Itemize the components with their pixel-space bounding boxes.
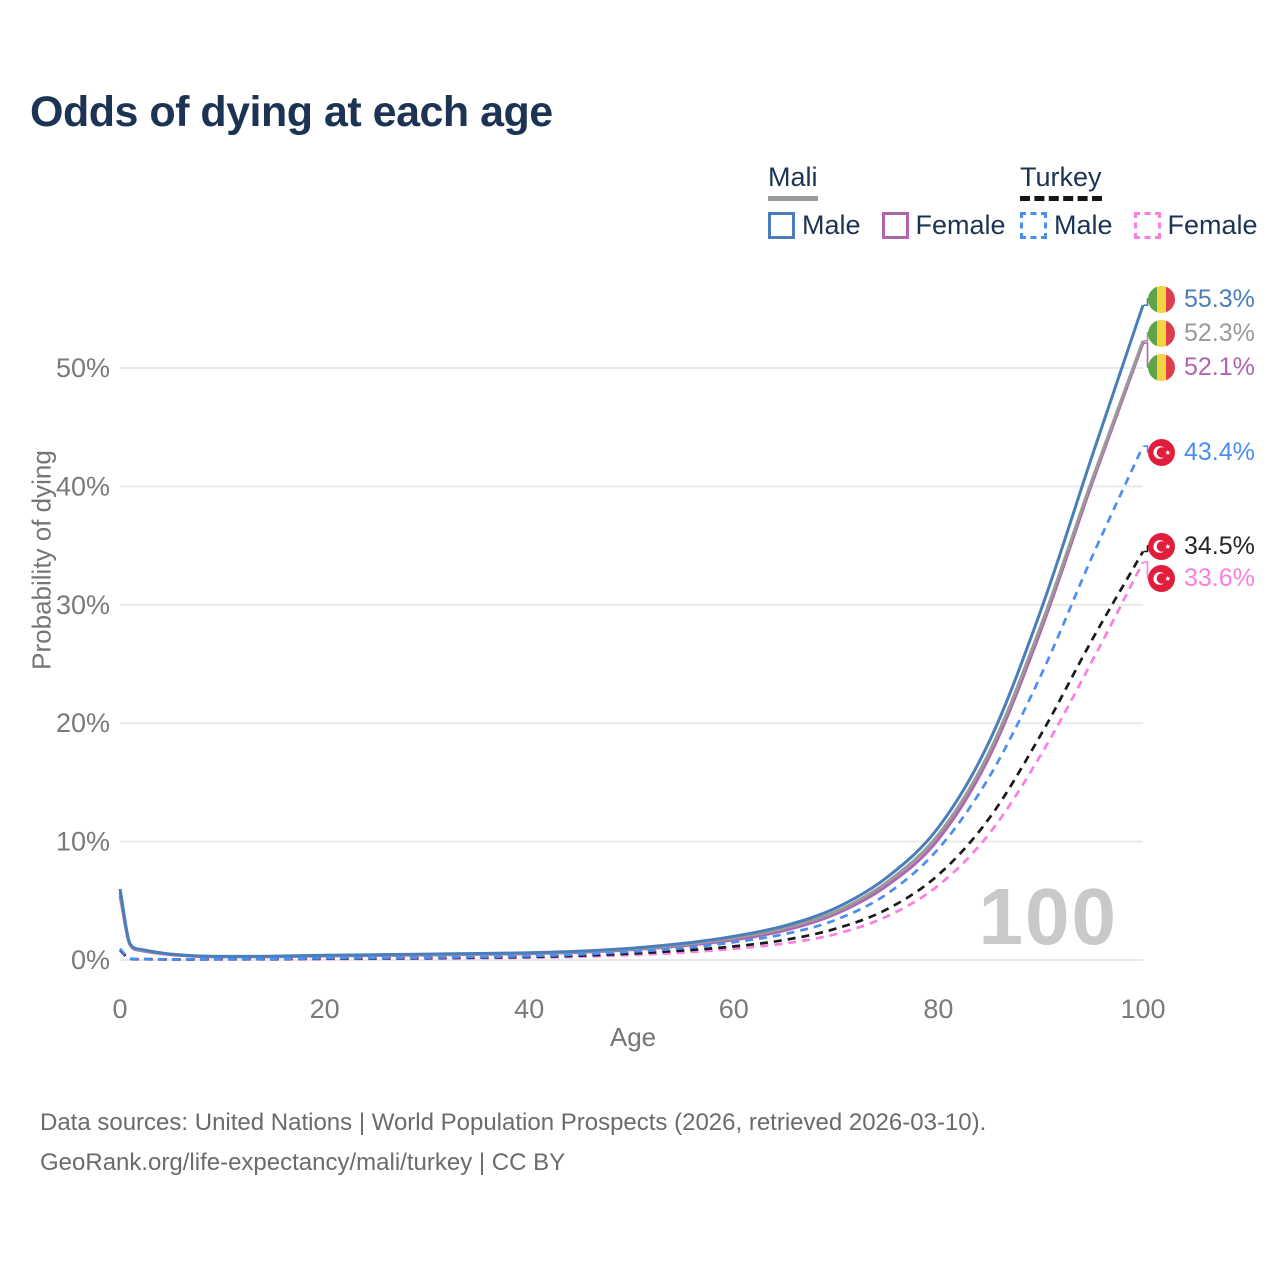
end-value: 52.1% — [1184, 352, 1255, 381]
end-label-turkey-female: 33.6% — [1148, 564, 1255, 592]
end-value: 33.6% — [1184, 563, 1255, 592]
x-tick-label: 80 — [923, 994, 953, 1024]
x-tick-label: 20 — [310, 994, 340, 1024]
end-value: 55.3% — [1184, 284, 1255, 313]
legend-swatch-turkey-female[interactable] — [1133, 212, 1161, 239]
turkey-flag-icon — [1148, 438, 1175, 466]
y-tick-label: 40% — [56, 471, 110, 501]
footer: Data sources: United Nations | World Pop… — [40, 1103, 986, 1183]
mali-flag-icon — [1147, 319, 1176, 347]
y-tick-label: 20% — [56, 708, 110, 738]
end-label-turkey-male: 43.4% — [1148, 438, 1255, 466]
y-tick-label: 10% — [56, 827, 110, 857]
legend-row-mali: Male Female — [768, 210, 1006, 241]
turkey-flag-icon — [1148, 564, 1175, 592]
series-line-mali-male — [118, 304, 1145, 958]
x-axis-title: Age — [609, 1022, 657, 1052]
series-line-mali-female — [118, 342, 1145, 959]
end-value: 34.5% — [1184, 531, 1255, 560]
series-lines — [118, 304, 1145, 961]
data-sources-line: Data sources: United Nations | World Pop… — [40, 1109, 987, 1136]
legend-row-turkey: Male Female — [1020, 210, 1258, 241]
mali-flag-icon — [1147, 353, 1176, 381]
legend-label-mali-female[interactable]: Female — [915, 210, 1006, 240]
x-tick-label: 0 — [112, 994, 127, 1024]
legend-group-mali: Mali Male Female — [768, 162, 1006, 241]
legend-label-mali-male[interactable]: Male — [802, 210, 861, 240]
end-value: 52.3% — [1184, 318, 1255, 347]
legend-label-turkey-male[interactable]: Male — [1054, 210, 1113, 240]
series-line-mali-both-sexes — [118, 340, 1145, 959]
end-label-turkey-both: 34.5% — [1148, 532, 1255, 560]
legend-swatch-turkey-male[interactable] — [1020, 212, 1047, 239]
x-tick-label: 60 — [719, 994, 749, 1024]
gridlines: 0% 10% 20% 30% 40% 50% 0 20 40 60 80 100 — [56, 353, 1166, 1024]
y-tick-label: 50% — [56, 353, 110, 383]
age-watermark: 100 — [979, 872, 1118, 961]
end-label-mali-both: 52.3% — [1147, 318, 1255, 347]
x-tick-label: 100 — [1120, 994, 1165, 1024]
end-label-mali-female: 52.1% — [1147, 352, 1255, 381]
mali-flag-icon — [1147, 285, 1176, 313]
legend-swatch-mali-female[interactable] — [881, 212, 909, 239]
y-tick-label: 0% — [71, 945, 110, 975]
turkey-flag-icon — [1148, 532, 1175, 560]
page-title: Odds of dying at each age — [30, 88, 553, 136]
legend-label-turkey-female[interactable]: Female — [1167, 210, 1258, 240]
legend-country-turkey[interactable]: Turkey — [1020, 162, 1102, 201]
end-value: 43.4% — [1184, 437, 1255, 466]
legend-group-turkey: Turkey Male Female — [1020, 162, 1258, 241]
end-label-mali-male: 55.3% — [1147, 284, 1255, 313]
y-axis-title: Probability of dying — [26, 450, 57, 670]
legend-country-mali[interactable]: Mali — [768, 162, 818, 201]
x-tick-label: 40 — [514, 994, 544, 1024]
y-tick-label: 30% — [56, 590, 110, 620]
legend-swatch-mali-male[interactable] — [768, 212, 795, 239]
attribution-line: GeoRank.org/life-expectancy/mali/turkey … — [40, 1149, 566, 1176]
